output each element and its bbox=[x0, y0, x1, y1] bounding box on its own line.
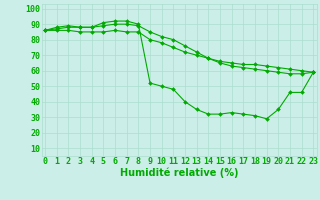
X-axis label: Humidité relative (%): Humidité relative (%) bbox=[120, 168, 238, 178]
